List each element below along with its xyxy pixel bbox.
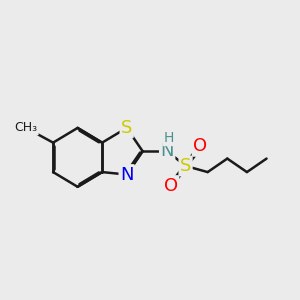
- Text: CH₃: CH₃: [14, 122, 38, 134]
- Text: H: H: [163, 131, 174, 146]
- Text: O: O: [193, 137, 207, 155]
- Text: S: S: [121, 119, 132, 137]
- Text: S: S: [180, 157, 191, 175]
- Text: O: O: [164, 177, 178, 195]
- Text: N: N: [120, 166, 134, 184]
- Text: N: N: [160, 142, 174, 160]
